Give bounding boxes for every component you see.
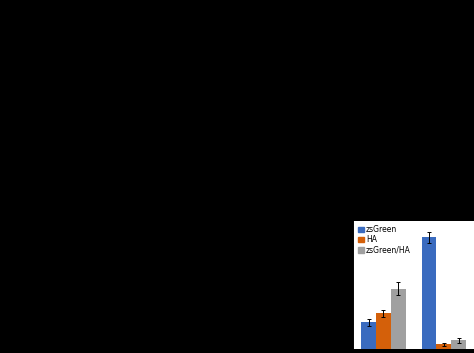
Bar: [451, 340, 466, 349]
Bar: [437, 344, 451, 349]
Bar: [391, 289, 405, 349]
Bar: [376, 313, 391, 349]
Legend: zsGreen, HA, zsGreen/HA: zsGreen, HA, zsGreen/HA: [357, 225, 412, 255]
Text: (I): (I): [353, 210, 367, 220]
Bar: [361, 322, 376, 349]
Bar: [422, 237, 437, 349]
Y-axis label: % of fluorescent cells: % of fluorescent cells: [323, 240, 332, 330]
